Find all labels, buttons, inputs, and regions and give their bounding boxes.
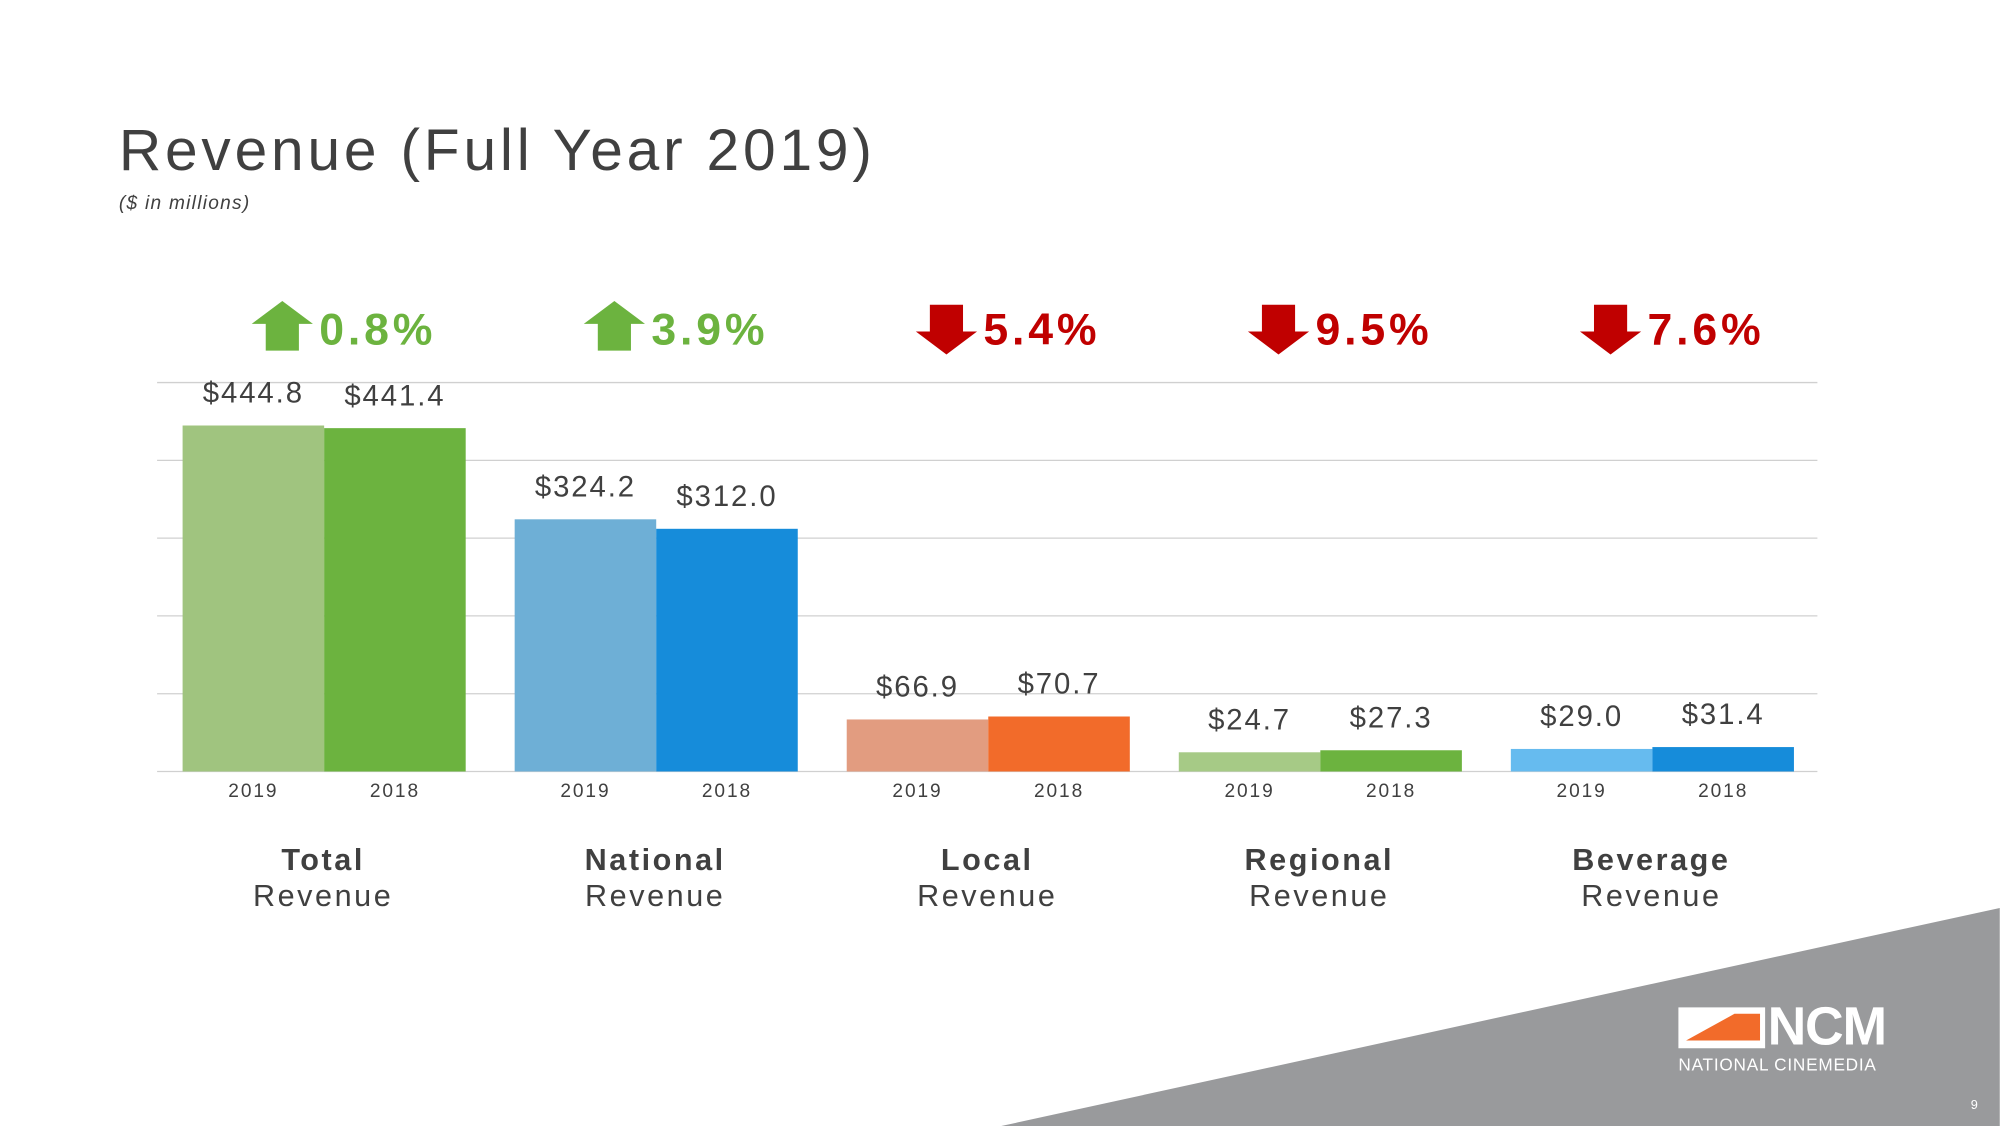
category-label: Revenue	[253, 879, 393, 913]
x-tick-label: 2019	[228, 781, 278, 802]
value-label: $27.3	[1350, 701, 1433, 734]
value-label: $70.7	[1018, 668, 1101, 701]
x-tick-label: 2018	[370, 781, 420, 802]
value-label: $29.0	[1540, 700, 1623, 733]
category-label: Total	[281, 843, 365, 877]
bar	[514, 519, 657, 772]
bar	[324, 428, 466, 772]
value-label: $24.7	[1208, 703, 1291, 736]
value-label: $31.4	[1682, 698, 1765, 731]
value-label: $66.9	[876, 671, 959, 704]
bar	[846, 719, 989, 772]
x-tick-label: 2019	[1224, 781, 1274, 802]
value-label: $324.2	[535, 470, 636, 503]
change-arrow	[1579, 304, 1642, 355]
x-tick-label: 2019	[892, 781, 942, 802]
chart-title: Revenue (Full Year 2019)	[119, 118, 876, 183]
x-tick-label: 2019	[1557, 781, 1607, 802]
x-tick-label: 2018	[1366, 781, 1416, 802]
category-label: Beverage	[1572, 843, 1730, 877]
logo-text: NCM	[1768, 998, 1886, 1057]
bar	[988, 716, 1130, 772]
change-label: 7.6%	[1648, 306, 1765, 355]
change-arrow	[251, 300, 313, 351]
bar	[1320, 750, 1462, 772]
change-arrow	[915, 304, 978, 355]
logo-icon-accent	[1686, 1013, 1761, 1041]
value-label: $444.8	[203, 377, 304, 410]
bar	[1652, 747, 1794, 772]
category-label: Regional	[1245, 843, 1395, 877]
category-label: Revenue	[917, 879, 1057, 913]
x-tick-label: 2018	[1698, 781, 1748, 802]
bar	[656, 528, 798, 772]
logo: NCM NATIONAL CINEMEDIA	[1678, 998, 1887, 1075]
x-tick-label: 2018	[1034, 781, 1084, 802]
x-tick-label: 2018	[702, 781, 752, 802]
bar	[1178, 752, 1321, 772]
category-label: Local	[941, 843, 1034, 877]
logo-caption: NATIONAL CINEMEDIA	[1678, 1055, 1876, 1075]
change-label: 9.5%	[1315, 306, 1432, 355]
category-label: National	[585, 843, 726, 877]
change-arrow	[1247, 304, 1310, 355]
category-label: Revenue	[1581, 879, 1721, 913]
category-label: Revenue	[1249, 879, 1389, 913]
change-arrow	[583, 300, 645, 351]
chart-subtitle: ($ in millions)	[119, 193, 251, 214]
category-label: Revenue	[585, 879, 725, 913]
change-label: 3.9%	[651, 306, 768, 355]
x-tick-label: 2019	[560, 781, 610, 802]
bar	[1510, 748, 1653, 772]
change-label: 0.8%	[319, 306, 436, 355]
value-label: $312.0	[676, 480, 777, 513]
change-label: 5.4%	[983, 306, 1100, 355]
page-number: 9	[1971, 1097, 1978, 1112]
bar	[182, 425, 325, 772]
value-label: $441.4	[344, 379, 445, 412]
